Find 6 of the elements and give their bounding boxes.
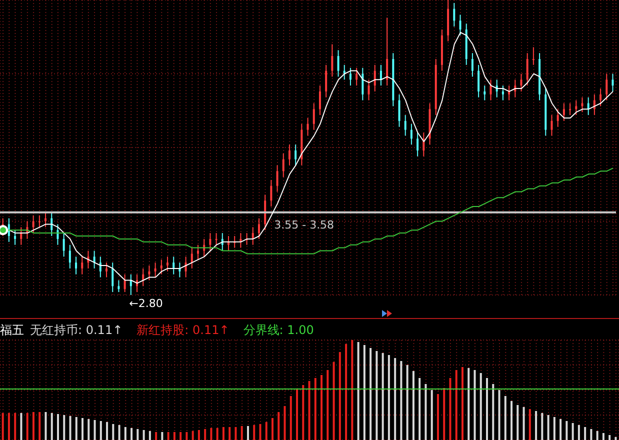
- text: 无红持币: 0.11↑: [30, 322, 123, 339]
- text: ←2.80: [129, 297, 163, 310]
- text: 新红持股: 0.11↑: [136, 322, 230, 339]
- chart-title: 福五: [0, 322, 24, 339]
- annotation: 3.55 - 3.58: [274, 218, 334, 232]
- text: 分界线: 1.00: [243, 322, 314, 339]
